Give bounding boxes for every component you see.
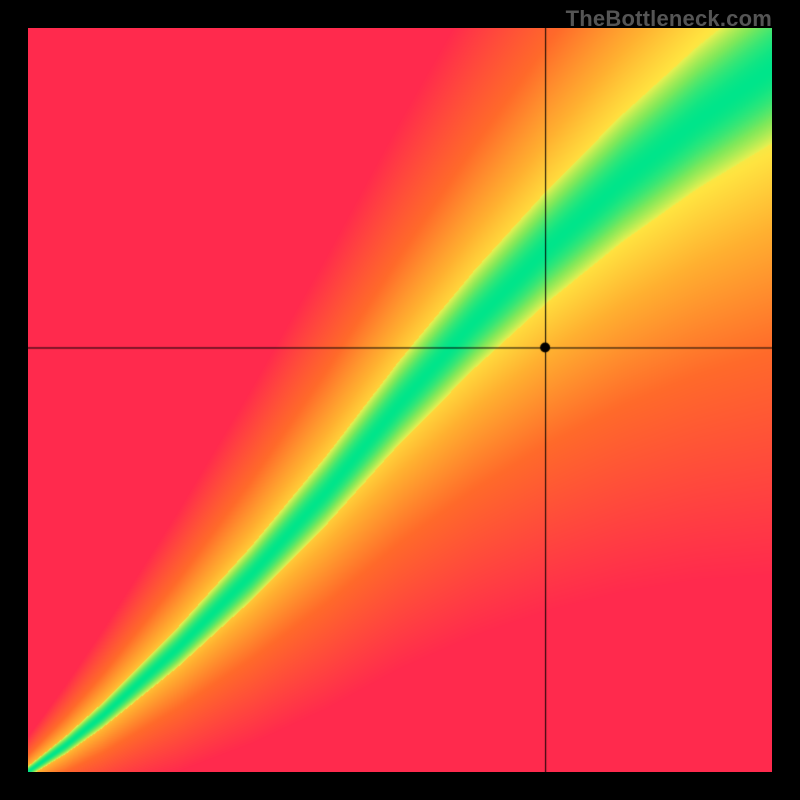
watermark-text: TheBottleneck.com — [566, 6, 772, 32]
bottleneck-heatmap-canvas — [28, 28, 772, 772]
chart-frame: { "watermark": { "text": "TheBottleneck.… — [0, 0, 800, 800]
